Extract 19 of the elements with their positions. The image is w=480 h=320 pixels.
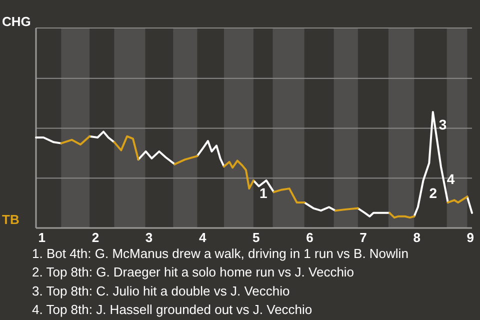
x-tick-label: 9 — [466, 230, 474, 245]
x-tick-label: 4 — [198, 230, 207, 245]
text: 1. Bot 4th: G. McManus drew a walk, driving in 1 run vs B. Nowlin — [32, 246, 408, 261]
x-tick-label: 6 — [306, 230, 314, 245]
text: TB — [2, 212, 20, 227]
annotation: 3 — [438, 116, 447, 133]
x-tick-label: 8 — [413, 230, 420, 245]
x-tick-label: 1 — [38, 230, 46, 245]
annotation: 2 — [429, 185, 438, 202]
annotation: 1 — [259, 185, 268, 202]
text: 3. Top 8th: C. Julio hit a double vs J. Vecchio — [32, 283, 290, 298]
text: 4. Top 8th: J. Hassell grounded out vs J. Vecchio — [32, 302, 312, 318]
text: CHG — [2, 14, 31, 29]
text: 2. Top 8th: G. Draeger hit a solo home run vs J. Vecchio — [32, 264, 354, 280]
annotation: 4 — [446, 171, 455, 188]
x-tick-label: 2 — [92, 230, 100, 245]
x-tick-label: 5 — [252, 230, 260, 245]
x-tick-label: 3 — [145, 230, 153, 245]
x-tick-label: 7 — [360, 230, 367, 245]
